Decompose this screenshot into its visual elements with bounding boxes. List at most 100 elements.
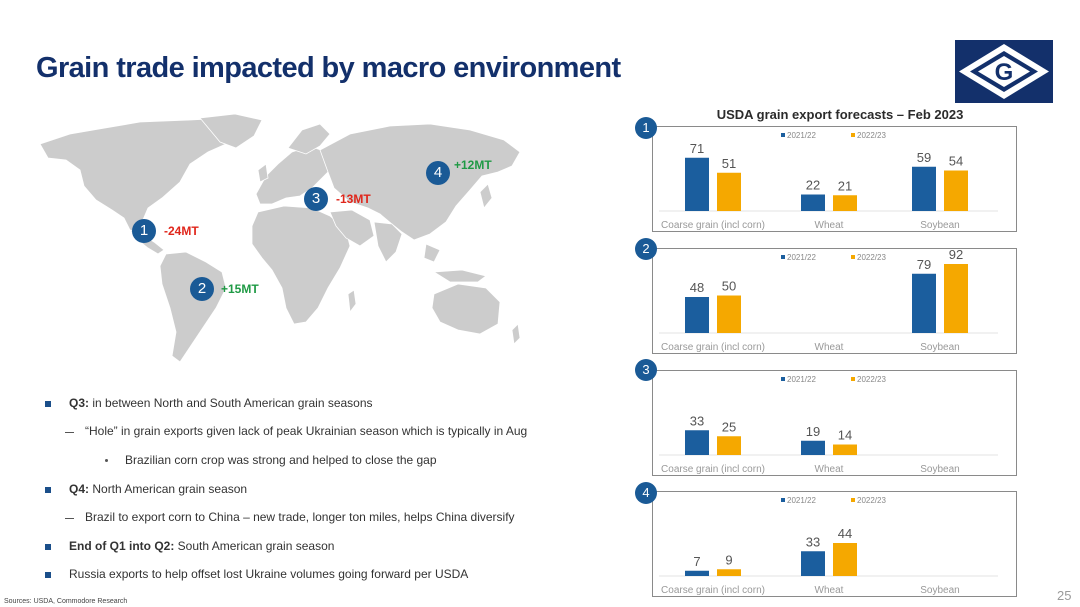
legend-label: 2021/22 (787, 375, 816, 384)
legend-label: 2022/23 (857, 131, 886, 140)
legend-label: 2022/23 (857, 375, 886, 384)
bar-2021/22-Wheat (801, 551, 825, 576)
data-label: 33 (806, 534, 820, 549)
chart-svg-1: 2021/22 2022/23 71 22 59 51 21 54 Coarse grain (… (659, 131, 998, 231)
sources-note: Sources: USDA, Commodore Research (4, 598, 128, 605)
data-label: 92 (949, 249, 963, 262)
bar-2021/22-Coarse grain (incl corn) (685, 430, 709, 455)
bullet-square-icon (45, 572, 51, 578)
category-label: Soybean (920, 585, 959, 596)
category-label: Coarse grain (incl corn) (661, 464, 765, 475)
category-label: Wheat (815, 342, 844, 353)
legend-label: 2021/22 (787, 496, 816, 505)
map-delta-3: -13MT (336, 192, 371, 206)
bar-2022/23-Soybean (944, 170, 968, 211)
chart-panel-3: 2021/22 2022/23 33 19 25 14 Coarse grain (incl… (652, 370, 1017, 476)
chart-marker-1: 1 (635, 117, 657, 139)
map-marker-4: 4 (426, 161, 450, 185)
category-label: Coarse grain (incl corn) (661, 342, 765, 353)
map-delta-1: -24MT (164, 224, 199, 238)
category-label: Soybean (920, 342, 959, 353)
category-label: Soybean (920, 464, 959, 475)
chart-marker-4: 4 (635, 482, 657, 504)
bar-2021/22-Soybean (912, 166, 936, 211)
legend-label: 2022/23 (857, 253, 886, 262)
data-label: 25 (722, 419, 736, 434)
category-label: Coarse grain (incl corn) (661, 220, 765, 231)
data-label: 48 (690, 280, 704, 295)
legend-swatch (781, 498, 785, 502)
bar-2022/23-Coarse grain (incl corn) (717, 172, 741, 211)
chart-svg-2: 2021/22 2022/23 48 79 50 92 Coarse grain (incl… (659, 249, 998, 353)
legend-swatch (851, 133, 855, 137)
page-number: 25 (1057, 588, 1072, 603)
bar-2021/22-Coarse grain (incl corn) (685, 297, 709, 333)
data-label: 71 (690, 141, 704, 156)
legend-swatch (781, 133, 785, 137)
category-label: Wheat (815, 464, 844, 475)
bullet-square-icon (45, 401, 51, 407)
map-marker-3: 3 (304, 187, 328, 211)
category-label: Coarse grain (incl corn) (661, 585, 765, 596)
bar-2021/22-Soybean (912, 273, 936, 333)
bar-2021/22-Wheat (801, 440, 825, 455)
category-label: Wheat (815, 220, 844, 231)
map-delta-2: +15MT (221, 282, 259, 296)
bar-2022/23-Coarse grain (incl corn) (717, 569, 741, 576)
map-marker-2: 2 (190, 277, 214, 301)
data-label: 79 (917, 257, 931, 272)
dash-icon (65, 432, 74, 433)
chart-marker-3: 3 (635, 359, 657, 381)
bar-2022/23-Coarse grain (incl corn) (717, 295, 741, 333)
map-delta-4: +12MT (454, 158, 492, 172)
data-label: 59 (917, 150, 931, 165)
bullet-hole: “Hole” in grain exports given lack of pe… (85, 424, 528, 438)
bar-2021/22-Coarse grain (incl corn) (685, 157, 709, 211)
world-map: 1 -24MT 2 +15MT 3 -13MT 4 +12MT (30, 112, 530, 367)
category-label: Soybean (920, 220, 959, 231)
bullet-q4: Q4: North American grain season (69, 482, 248, 496)
legend-swatch (781, 377, 785, 381)
chart-svg-4: 2021/22 2022/23 7 33 9 44 Coarse grain (incl c… (659, 496, 998, 596)
legend-label: 2021/22 (787, 131, 816, 140)
bar-2022/23-Coarse grain (incl corn) (717, 436, 741, 455)
legend-swatch (851, 377, 855, 381)
page-title: Grain trade impacted by macro environmen… (36, 52, 621, 84)
data-label: 9 (725, 552, 732, 567)
bullet-brazil-china: Brazil to export corn to China – new tra… (85, 510, 515, 524)
bar-2022/23-Wheat (833, 195, 857, 211)
data-label: 44 (838, 526, 852, 541)
logo-letter: G (995, 59, 1014, 86)
bullet-q3: Q3: in between North and South American … (69, 396, 373, 410)
legend-swatch (851, 498, 855, 502)
bar-2022/23-Wheat (833, 543, 857, 576)
data-label: 14 (838, 428, 852, 443)
bar-2022/23-Wheat (833, 444, 857, 455)
bullet-brazil-corn: Brazilian corn crop was strong and helpe… (125, 453, 437, 467)
legend-swatch (781, 255, 785, 259)
data-label: 54 (949, 154, 963, 169)
chart-panel-4: 2021/22 2022/23 7 33 9 44 Coarse grain (incl c… (652, 491, 1017, 597)
data-label: 33 (690, 413, 704, 428)
bar-2022/23-Soybean (944, 264, 968, 333)
chart-title: USDA grain export forecasts – Feb 2023 (716, 107, 964, 122)
bullet-square-icon (45, 544, 51, 550)
data-label: 22 (806, 178, 820, 193)
data-label: 7 (693, 554, 700, 569)
category-label: Wheat (815, 585, 844, 596)
data-label: 19 (806, 424, 820, 439)
legend-swatch (851, 255, 855, 259)
bar-2021/22-Wheat (801, 194, 825, 211)
chart-panel-1: 2021/22 2022/23 71 22 59 51 21 54 Coarse grain (… (652, 126, 1017, 232)
company-logo: G (955, 40, 1053, 103)
data-label: 50 (722, 279, 736, 294)
bullet-square-icon (45, 487, 51, 493)
chart-panel-2: 2021/22 2022/23 48 79 50 92 Coarse grain (incl… (652, 248, 1017, 354)
data-label: 21 (838, 178, 852, 193)
chart-marker-2: 2 (635, 238, 657, 260)
bullet-russia: Russia exports to help offset lost Ukrai… (69, 567, 469, 581)
legend-label: 2022/23 (857, 496, 886, 505)
world-map-graphic (39, 113, 521, 363)
dot-icon (105, 459, 108, 462)
bullet-q1-q2: End of Q1 into Q2: South American grain … (69, 539, 335, 553)
